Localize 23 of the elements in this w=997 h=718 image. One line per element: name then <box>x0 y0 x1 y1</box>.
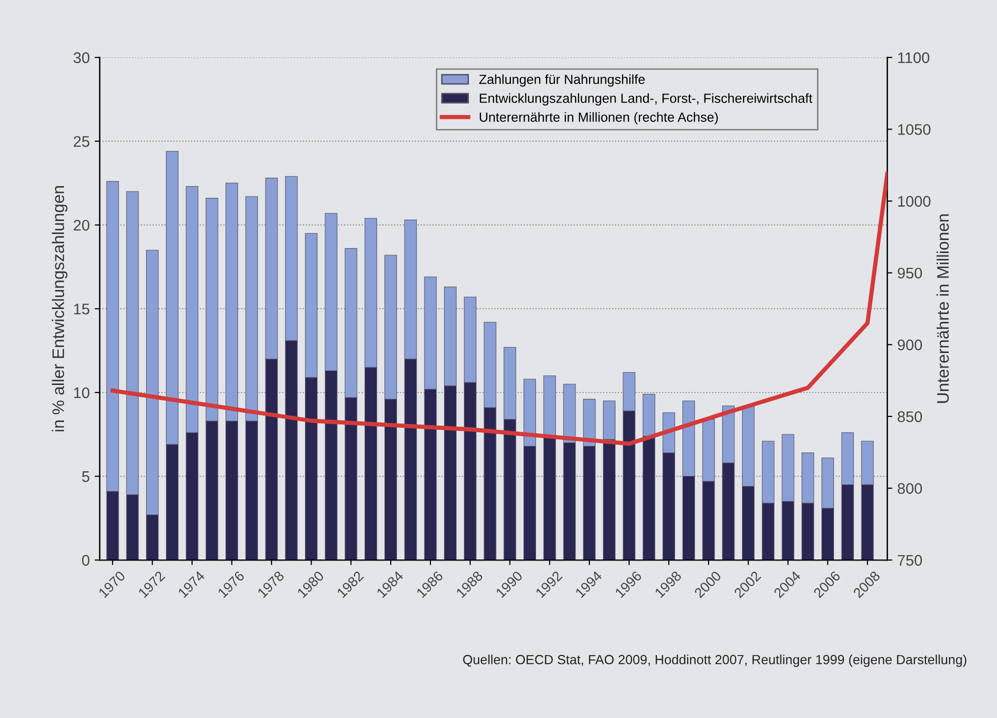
y2-tick-label: 750 <box>898 554 922 566</box>
legend-label: Unterernährte in Millionen (rechte Achse) <box>480 112 718 124</box>
y2-tick-label: 1000 <box>898 196 930 207</box>
y2-tick-label: 1050 <box>898 124 930 135</box>
y-tick-label: 15 <box>74 304 90 314</box>
y2-axis-title: Unterernährte in Millionen <box>936 214 949 403</box>
y-tick-label: 25 <box>74 136 90 147</box>
source-note: Quellen: OECD Stat, FAO 2009, Hoddinott 2007, Reutlinger 1999 (eigene Darstellung) <box>463 654 966 667</box>
y-tick-label: 20 <box>74 220 90 231</box>
y-tick-label: 30 <box>74 52 90 64</box>
line-series <box>110 172 888 446</box>
legend-label: Entwicklungszahlungen Land-, Forst-, Fischereiwirtschaft <box>480 93 812 106</box>
y-tick-label: 10 <box>74 387 90 398</box>
y2-tick-label: 950 <box>898 268 922 279</box>
y-tick-label: 0 <box>82 554 90 566</box>
legend-label: Zahlungen für Nahrungshilfe <box>479 74 645 87</box>
y2-tick-label: 800 <box>898 483 922 494</box>
y2-tick-label: 850 <box>898 411 922 422</box>
y-tick-label: 5 <box>82 471 90 482</box>
y2-tick-label: 900 <box>898 340 922 350</box>
y-axis-title: in % aller Entwicklungszahlungen <box>52 186 68 432</box>
bar <box>543 375 556 436</box>
y2-tick-label: 1100 <box>898 52 930 64</box>
